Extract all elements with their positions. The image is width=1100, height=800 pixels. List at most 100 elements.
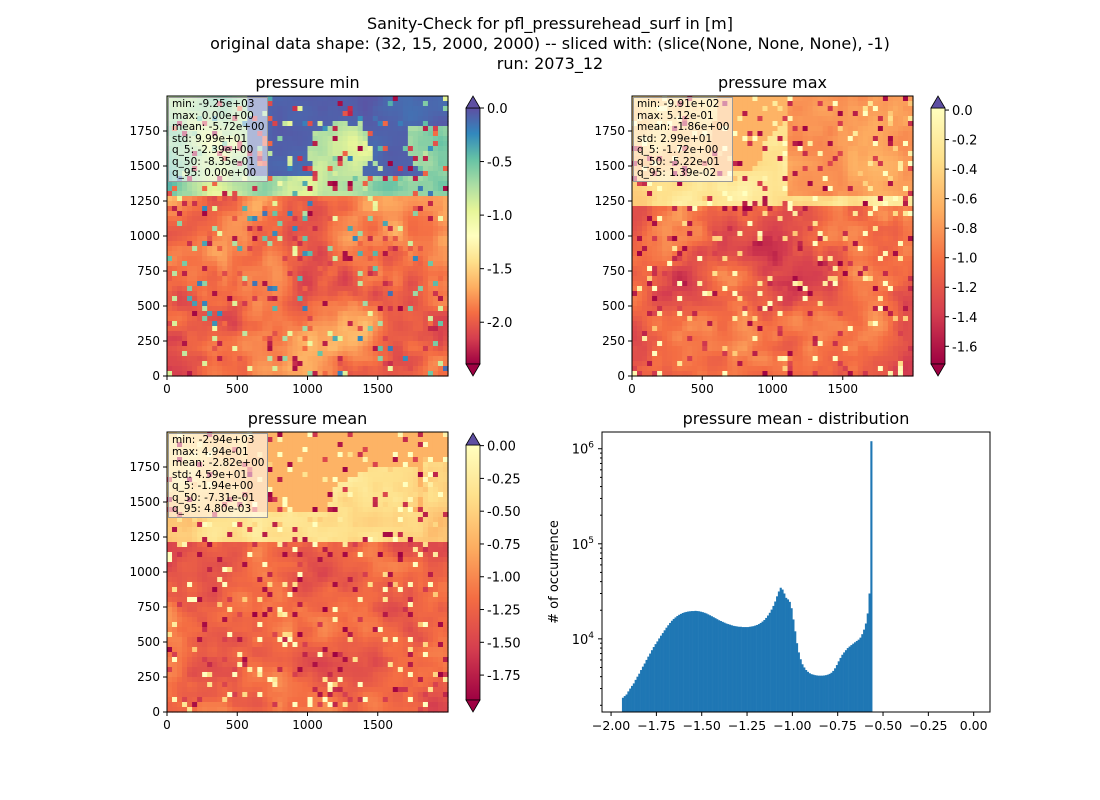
heatmap-cell [437,301,444,307]
heatmap-cell [262,246,268,252]
heatmap-cell [382,156,389,162]
heatmap-cell [202,246,208,252]
heatmap-cell [712,231,718,237]
heatmap-cell [262,211,268,217]
heatmap-cell [307,366,314,372]
heatmap-cell [242,346,248,352]
heatmap-cell [442,171,449,177]
heatmap-cell [682,226,688,232]
heatmap-cell [832,151,839,157]
heatmap-cell [232,301,238,307]
heatmap-cell [747,126,754,132]
heatmap-cell [402,171,409,177]
heatmap-cell [202,356,208,362]
heatmap-cell [827,101,834,107]
y-tick-label: 250 [137,334,160,348]
heatmap-cell [247,261,253,267]
heatmap-cell [777,206,784,212]
heatmap-cell [817,131,824,137]
heatmap-cell [297,181,304,187]
heatmap-cell [642,186,648,192]
heatmap-cell [747,131,754,137]
heatmap-cell [797,201,804,207]
heatmap-cell [272,256,278,262]
heatmap-cell [392,206,399,212]
heatmap-cell [772,146,779,152]
heatmap-cell [267,371,273,377]
heatmap-cell [172,216,178,222]
heatmap-cell [192,331,198,337]
heatmap-cell [292,276,299,282]
heatmap-cell [432,196,439,202]
heatmap-cell [357,346,364,352]
heatmap-cell [172,306,178,312]
heatmap-cell [377,286,384,292]
heatmap-cell [312,181,319,187]
heatmap-cell [342,101,349,107]
heatmap-cell [212,346,218,352]
heatmap-cell [232,271,238,277]
heatmap-cell [397,291,404,297]
heatmap-cell [222,291,228,297]
heatmap-cell [887,106,894,112]
heatmap-cell [202,221,208,227]
heatmap-cell [822,216,829,222]
heatmap-cell [662,236,668,242]
heatmap-cell [207,261,213,267]
heatmap-cell [837,231,844,237]
heatmap-cell [382,136,389,142]
heatmap-cell [432,316,439,322]
heatmap-cell [277,336,284,342]
heatmap-cell [342,341,349,347]
heatmap-cell [682,186,688,192]
heatmap-cell [307,156,314,162]
heatmap-cell [797,221,804,227]
heatmap-cell [872,236,879,242]
heatmap-cell [637,236,643,242]
heatmap-cell [802,106,809,112]
heatmap-cell [777,101,784,107]
heatmap-cell [262,281,268,287]
heatmap-cell [272,226,278,232]
heatmap-cell [892,161,899,167]
heatmap-cell [322,311,329,317]
heatmap-cell [262,351,268,357]
heatmap-cell [277,286,284,292]
heatmap-cell [677,211,683,217]
heatmap-cell [442,136,449,142]
heatmap-cell [402,301,409,307]
heatmap-cell [317,241,324,247]
heatmap-cell [432,181,439,187]
heatmap-cell [167,331,173,337]
heatmap-cell [202,291,208,297]
heatmap-cell [307,356,314,362]
heatmap-cell [412,196,419,202]
heatmap-cell [212,246,218,252]
heatmap-cell [352,151,359,157]
heatmap-cell [337,166,344,172]
heatmap-cell [407,181,414,187]
heatmap-cell [442,361,449,367]
heatmap-cell [317,111,324,117]
heatmap-cell [172,291,178,297]
heatmap-cell [832,141,839,147]
heatmap-cell [772,116,779,122]
heatmap-cell [302,111,309,117]
heatmap-cell [662,211,668,217]
heatmap-cell [237,361,243,367]
heatmap-cell [362,341,369,347]
heatmap-cell [277,116,284,122]
heatmap-cell [422,331,429,337]
heatmap-cell [787,241,794,247]
heatmap-cell [407,141,414,147]
heatmap-cell [317,166,324,172]
heatmap-cell [302,156,309,162]
heatmap-cell [167,371,173,377]
heatmap-cell [402,361,409,367]
heatmap-cell [182,311,188,317]
heatmap-cell [412,361,419,367]
heatmap-cell [852,176,859,182]
heatmap-cell [867,211,874,217]
heatmap-cell [407,106,414,112]
heatmap-cell [807,136,814,142]
